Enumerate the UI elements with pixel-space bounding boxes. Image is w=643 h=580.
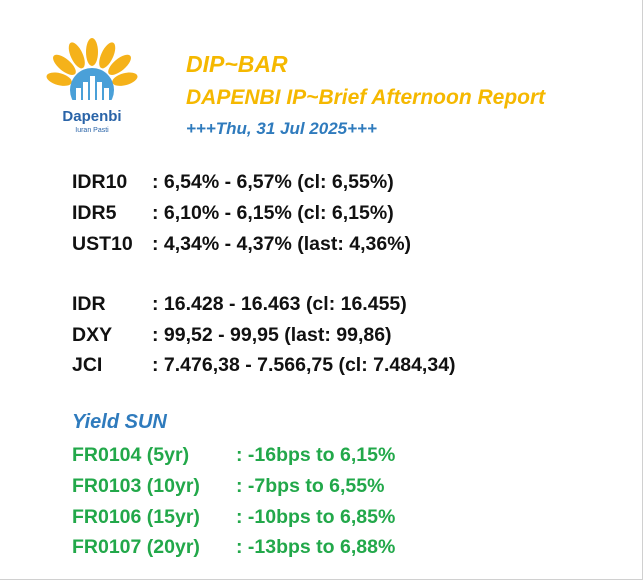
yield-value: : -16bps to 6,15% [236, 444, 396, 466]
report-subtitle: DAPENBI IP~Brief Afternoon Report [186, 86, 546, 109]
market-label: IDR [72, 293, 106, 315]
bond-value: : 4,34% - 4,37% (last: 4,36%) [152, 233, 412, 255]
yield-label: FR0103 (10yr) [72, 475, 200, 497]
market-label: DXY [72, 324, 113, 346]
yield-label: FR0107 (20yr) [72, 536, 200, 558]
sun-emblem-icon [46, 38, 138, 108]
yield-value: : -10bps to 6,85% [236, 506, 396, 528]
yield-sun-heading: Yield SUN [72, 411, 167, 433]
bond-value: : 6,54% - 6,57% (cl: 6,55%) [152, 171, 394, 193]
bond-label: UST10 [72, 233, 133, 255]
yield-label: FR0106 (15yr) [72, 506, 200, 528]
yield-value: : -7bps to 6,55% [236, 475, 385, 497]
bond-label: IDR10 [72, 171, 128, 193]
logo-wordmark: Dapenbi [62, 108, 122, 125]
market-value: : 99,52 - 99,95 (last: 99,86) [152, 324, 392, 346]
market-label: JCI [72, 354, 103, 376]
dapenbi-logo: Dapenbi Iuran Pasti [36, 38, 148, 138]
bond-label: IDR5 [72, 202, 117, 224]
market-value: : 16.428 - 16.463 (cl: 16.455) [152, 293, 407, 315]
logo-tagline: Iuran Pasti [75, 127, 109, 134]
yield-value: : -13bps to 6,88% [236, 536, 396, 558]
yield-label: FR0104 (5yr) [72, 444, 190, 466]
report-title: DIP~BAR [186, 51, 288, 77]
bond-value: : 6,10% - 6,15% (cl: 6,15%) [152, 202, 394, 224]
market-value: : 7.476,38 - 7.566,75 (cl: 7.484,34) [152, 354, 456, 376]
report-date: +++Thu, 31 Jul 2025+++ [186, 119, 377, 138]
